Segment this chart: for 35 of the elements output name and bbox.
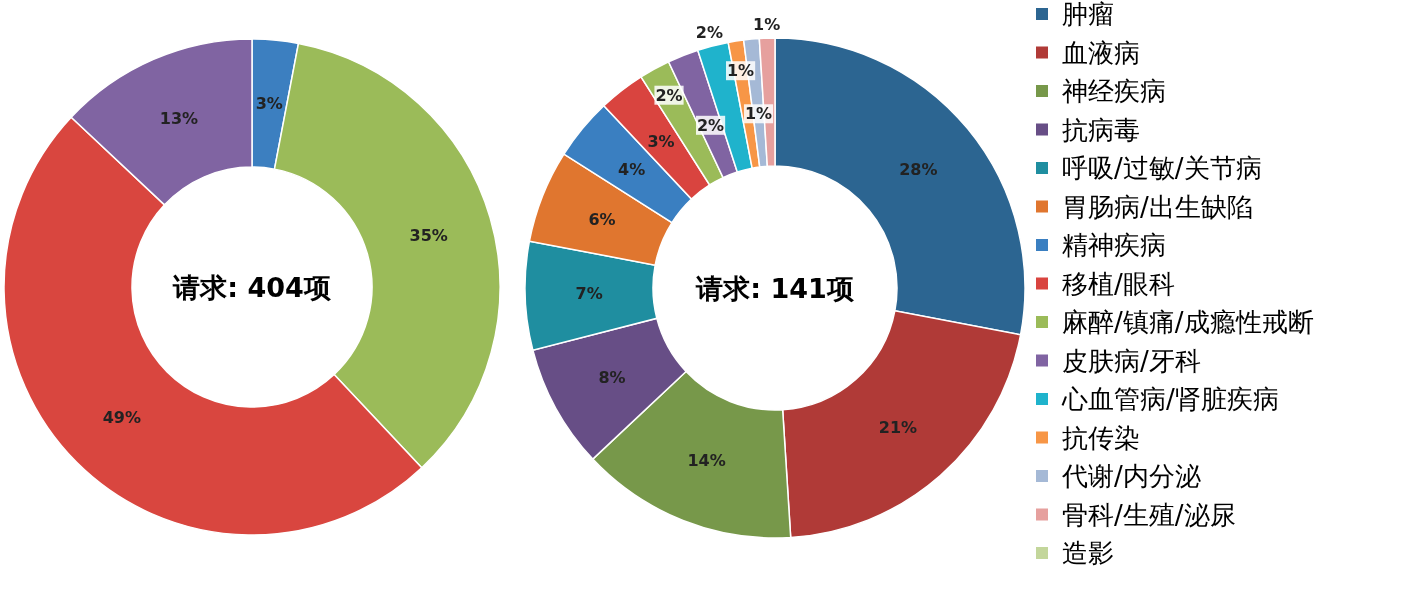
- data-label: 1%: [744, 104, 773, 124]
- text: 请求: 141项: [695, 272, 854, 304]
- legend-label: 骨科/生殖/泌尿: [1062, 499, 1236, 530]
- data-label: 4%: [618, 159, 646, 179]
- legend-label: 麻醉/镇痛/成瘾性戒断: [1062, 307, 1314, 337]
- legend-label: 精神疾病: [1062, 230, 1166, 260]
- legend-label: 移植/眼科: [1062, 268, 1175, 299]
- data-label: 49%: [102, 407, 142, 427]
- data-label: 2%: [695, 22, 723, 42]
- data-label: 35%: [409, 226, 448, 246]
- data-label: 2%: [696, 115, 725, 135]
- data-label: 1%: [753, 14, 781, 34]
- data-label: 7%: [575, 284, 603, 304]
- legend-label: 胃肠病/出生缺陷: [1062, 191, 1253, 222]
- legend-label: 心血管病/肾脏疾病: [1061, 384, 1279, 414]
- data-label: 21%: [878, 418, 918, 438]
- legend-label: 呼吸/过敏/关节病: [1062, 153, 1262, 183]
- legend-label: 代谢/内分泌: [1061, 461, 1201, 491]
- legend-label: 神经疾病: [1062, 76, 1166, 106]
- data-label: 28%: [899, 159, 938, 179]
- legend-label: 抗传染: [1062, 422, 1140, 453]
- data-label: 14%: [687, 451, 726, 471]
- legend-label: 肿瘤: [1062, 0, 1114, 29]
- data-label: 3%: [255, 94, 283, 114]
- legend-label: 血液病: [1062, 37, 1140, 68]
- data-label: 8%: [598, 368, 626, 388]
- legend-label: 皮肤病/牙科: [1062, 345, 1201, 376]
- data-label: 6%: [588, 210, 616, 230]
- text: 请求: 404项: [172, 271, 331, 303]
- data-label: 13%: [159, 108, 199, 128]
- data-label: 1%: [727, 61, 755, 81]
- legend-label: 造影: [1062, 538, 1114, 568]
- legend-label: 抗病毒: [1062, 114, 1140, 145]
- data-label: 2%: [655, 85, 683, 105]
- data-label: 3%: [647, 131, 675, 151]
